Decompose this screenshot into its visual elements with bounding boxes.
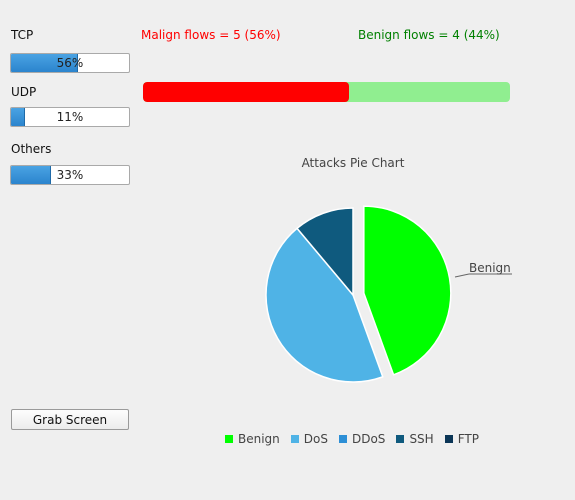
others-label: Others bbox=[11, 142, 52, 156]
legend-swatch bbox=[338, 435, 347, 443]
pie-slice-dos bbox=[265, 227, 384, 383]
tcp-progress-text: 56% bbox=[56, 56, 84, 70]
others-progress-text: 33% bbox=[56, 168, 84, 182]
others-progress-bar: 33% bbox=[10, 165, 130, 185]
benign-flows-label: Benign flows = 4 (44%) bbox=[358, 28, 500, 42]
legend-label: Benign bbox=[238, 432, 280, 446]
chart-title: Attacks Pie Chart bbox=[301, 156, 405, 170]
legend-item-dos: DoS bbox=[290, 432, 328, 446]
legend-swatch bbox=[396, 435, 405, 443]
udp-progress-bar: 11% bbox=[10, 107, 130, 127]
legend-label: FTP bbox=[457, 432, 479, 446]
legend-label: SSH bbox=[409, 432, 434, 446]
tcp-label: TCP bbox=[11, 28, 34, 42]
udp-label: UDP bbox=[11, 85, 37, 99]
callout-line bbox=[454, 273, 470, 278]
legend-label: DDoS bbox=[351, 432, 386, 446]
legend-item-ftp: FTP bbox=[444, 432, 479, 446]
legend-item-ddos: DDoS bbox=[338, 432, 386, 446]
flow-ratio-bar bbox=[143, 82, 510, 102]
udp-progress-text: 11% bbox=[56, 110, 84, 124]
legend-swatch bbox=[290, 435, 299, 443]
legend-swatch bbox=[225, 435, 233, 443]
malign-flow-segment bbox=[143, 82, 349, 102]
chart-legend: Benign DoS DDoS SSH FTP bbox=[225, 432, 479, 446]
pie-slice-benign bbox=[363, 205, 452, 376]
tcp-progress-fill bbox=[11, 54, 79, 72]
legend-item-ssh: SSH bbox=[396, 432, 434, 446]
others-progress-fill bbox=[11, 166, 51, 184]
legend-label: DoS bbox=[303, 432, 328, 446]
legend-item-benign: Benign bbox=[225, 432, 280, 446]
malign-flows-label: Malign flows = 5 (56%) bbox=[141, 28, 281, 42]
tcp-progress-bar: 56% bbox=[10, 53, 130, 73]
grab-screen-button[interactable]: Grab Screen bbox=[11, 409, 129, 430]
callout-label: Benign bbox=[469, 261, 511, 275]
udp-progress-fill bbox=[11, 108, 25, 126]
legend-swatch bbox=[444, 435, 453, 443]
pie-slice-ssh bbox=[296, 207, 354, 298]
